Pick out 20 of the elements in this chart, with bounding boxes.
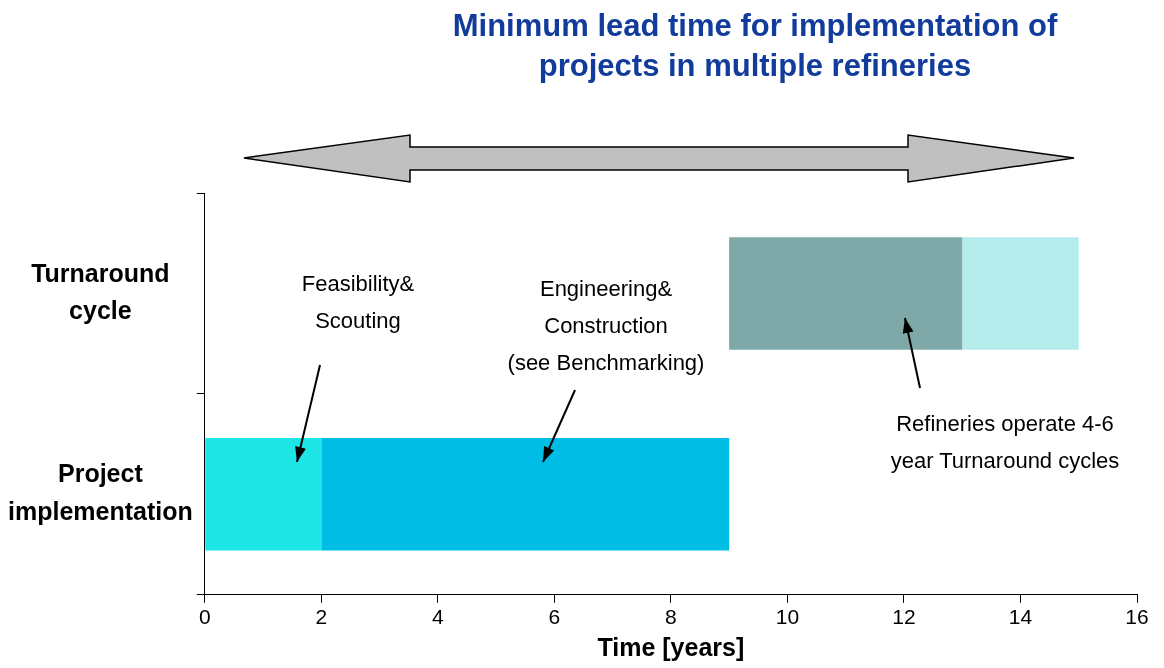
x-tick-label: 2 xyxy=(315,605,328,629)
bar xyxy=(729,237,963,350)
annotation: Engineering& Construction (see Benchmarking) xyxy=(507,276,705,376)
x-tick-label: 8 xyxy=(665,605,677,629)
x-tick-label: 6 xyxy=(548,605,561,629)
bar xyxy=(205,438,322,551)
x-tick-label: 4 xyxy=(431,605,444,629)
y-tick-label: Turnaround cycle xyxy=(31,258,170,325)
x-tick-label: 0 xyxy=(198,605,211,629)
bar xyxy=(962,237,1079,350)
chart-title: Minimum lead time for implementation of projects in multiple refineries xyxy=(451,7,1059,85)
annotation: Feasibility& Scouting xyxy=(301,271,415,334)
annotation: Refineries operate 4-6 year Turnaround cycles xyxy=(890,411,1120,474)
bar xyxy=(321,438,730,551)
x-tick-label: 16 xyxy=(1125,605,1149,629)
x-tick-label: 14 xyxy=(1008,605,1033,629)
y-tick-label: Project implementation xyxy=(8,459,193,525)
x-axis-title: Time [years] xyxy=(597,632,745,661)
x-tick-label: 10 xyxy=(775,605,800,629)
x-tick-label: 12 xyxy=(892,605,916,629)
